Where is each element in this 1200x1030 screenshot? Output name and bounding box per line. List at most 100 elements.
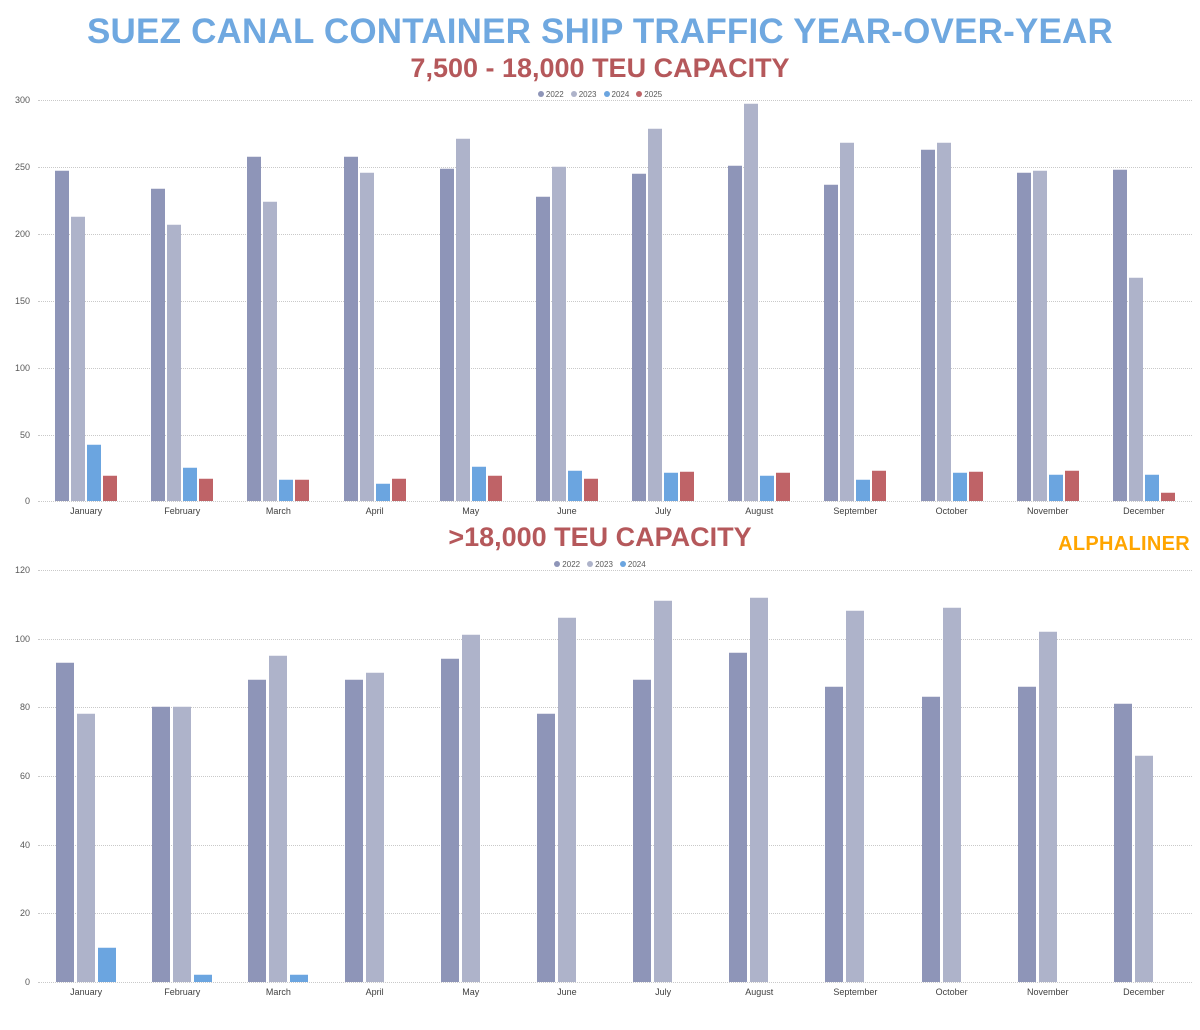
bar-2023-july[interactable] (654, 600, 673, 983)
bar-2024-september[interactable] (856, 479, 871, 502)
bar-2024-may[interactable] (471, 465, 486, 502)
legend-item-2024[interactable]: 2024 (619, 560, 646, 569)
bar-2025-november[interactable] (1064, 469, 1079, 502)
bar-2022-march[interactable] (248, 679, 267, 983)
bar-2022-september[interactable] (824, 183, 839, 502)
bar-2022-may[interactable] (439, 167, 454, 502)
bar-2025-june[interactable] (583, 477, 598, 502)
bar-2023-august[interactable] (750, 596, 769, 983)
bar-2023-december[interactable] (1134, 754, 1153, 983)
bar-2022-april[interactable] (344, 679, 363, 983)
bar-2023-october[interactable] (936, 142, 951, 502)
legend-label: 2024 (611, 89, 630, 99)
bar-2024-august[interactable] (760, 475, 775, 502)
bar-2024-november[interactable] (1048, 473, 1063, 502)
bar-2023-january[interactable] (77, 713, 96, 983)
bar-2022-january[interactable] (56, 661, 75, 983)
bar-2024-december[interactable] (1144, 473, 1159, 502)
bar-2023-march[interactable] (269, 654, 288, 983)
bar-2023-september[interactable] (840, 142, 855, 502)
chart1-wrapper: 0 50 100 150 200 250 300 January February March Ap… (0, 95, 1200, 523)
gridline (38, 844, 1192, 846)
bar-2025-february[interactable] (199, 477, 214, 502)
bar-2022-july[interactable] (633, 679, 652, 983)
x-axis-label-november: November (1026, 987, 1069, 998)
legend-swatch-icon (570, 91, 577, 98)
bar-2025-july[interactable] (680, 471, 695, 502)
bar-2023-december[interactable] (1128, 277, 1143, 502)
bar-2023-october[interactable] (942, 606, 961, 983)
bar-2024-february[interactable] (183, 467, 198, 502)
bar-2023-february[interactable] (173, 706, 192, 983)
legend-item-2023[interactable]: 2023 (570, 90, 597, 99)
legend-item-2024[interactable]: 2024 (603, 89, 630, 99)
bar-2022-december[interactable] (1113, 703, 1132, 983)
bar-2022-october[interactable] (921, 696, 940, 983)
x-axis-label-february: February (164, 506, 201, 517)
bar-2023-february[interactable] (167, 223, 182, 502)
bar-2023-june[interactable] (557, 617, 576, 983)
bar-2022-march[interactable] (247, 155, 262, 502)
bar-2025-december[interactable] (1160, 492, 1175, 502)
bar-2022-may[interactable] (440, 658, 459, 983)
bar-2023-september[interactable] (846, 610, 865, 983)
legend-label: 2023 (595, 559, 613, 569)
bar-2023-august[interactable] (744, 103, 759, 502)
bar-2022-january[interactable] (55, 170, 70, 502)
chart1-plot-area: 0 50 100 150 200 250 300 January February March Ap… (0, 95, 1200, 523)
bar-2024-march[interactable] (290, 974, 309, 983)
bar-2024-october[interactable] (952, 472, 967, 502)
bar-2025-january[interactable] (103, 475, 118, 502)
bar-2023-may[interactable] (455, 138, 470, 502)
y-axis-tick-label: 250 (14, 162, 30, 173)
bar-2024-february[interactable] (194, 974, 213, 983)
bar-2023-november[interactable] (1038, 630, 1057, 983)
bar-2024-january[interactable] (98, 946, 117, 983)
bar-2025-march[interactable] (295, 479, 310, 502)
bar-2023-january[interactable] (71, 215, 86, 502)
bar-group-february (134, 100, 230, 502)
bar-group-november (1000, 570, 1096, 983)
bar-group-march (230, 100, 326, 502)
bar-2022-july[interactable] (632, 172, 647, 502)
bar-2023-july[interactable] (648, 127, 663, 502)
bar-2024-june[interactable] (567, 469, 582, 502)
bar-2022-february[interactable] (152, 706, 171, 983)
bar-2022-february[interactable] (151, 187, 166, 502)
y-axis-tick-label: 20 (19, 908, 30, 919)
bar-2022-april[interactable] (343, 155, 358, 502)
bar-2023-march[interactable] (263, 201, 278, 502)
bar-2022-november[interactable] (1016, 171, 1031, 502)
bar-2022-august[interactable] (729, 651, 748, 983)
bar-2022-october[interactable] (920, 148, 935, 502)
bar-2023-april[interactable] (359, 171, 374, 502)
bar-2022-august[interactable] (728, 164, 743, 502)
bar-2024-july[interactable] (664, 472, 679, 502)
bar-group-june (519, 570, 615, 983)
bar-2023-may[interactable] (461, 634, 480, 983)
bar-2025-october[interactable] (968, 471, 983, 502)
bar-2024-march[interactable] (279, 479, 294, 502)
bar-2025-may[interactable] (487, 475, 502, 502)
legend-item-2023[interactable]: 2023 (587, 560, 613, 569)
bar-2025-april[interactable] (391, 477, 406, 502)
bar-2023-april[interactable] (365, 672, 384, 983)
bar-2022-september[interactable] (825, 685, 844, 983)
bar-group-january (38, 100, 134, 502)
legend-item-2025[interactable]: 2025 (636, 90, 662, 99)
bar-2022-december[interactable] (1112, 168, 1127, 502)
bar-2024-april[interactable] (375, 483, 390, 502)
bar-2022-november[interactable] (1017, 685, 1036, 983)
bar-group-november (1000, 100, 1096, 502)
bar-2024-january[interactable] (87, 444, 102, 502)
bar-2025-august[interactable] (776, 472, 791, 502)
bar-group-december (1096, 100, 1192, 502)
bar-2022-june[interactable] (536, 713, 555, 983)
legend-item-2022[interactable]: 2022 (537, 90, 564, 99)
bar-2025-september[interactable] (872, 469, 887, 502)
legend-swatch-icon (603, 91, 610, 98)
legend-item-2022[interactable]: 2022 (554, 560, 580, 569)
bar-2023-november[interactable] (1032, 170, 1047, 502)
bar-2023-june[interactable] (551, 166, 566, 502)
bar-2022-june[interactable] (535, 195, 550, 502)
